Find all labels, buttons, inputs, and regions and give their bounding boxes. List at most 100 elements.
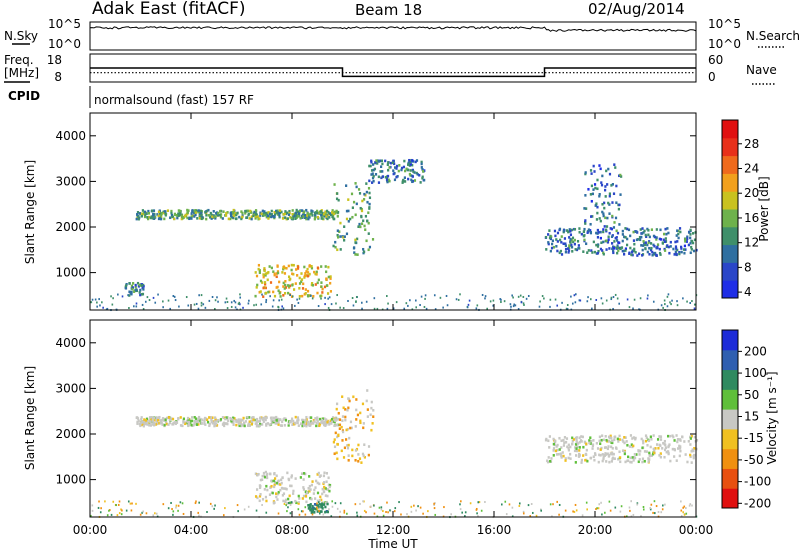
heatmap-cell — [573, 294, 576, 297]
heatmap-cell — [616, 246, 620, 250]
heatmap-cell — [656, 246, 659, 250]
heatmap-cell — [106, 307, 109, 310]
heatmap-cell — [162, 306, 164, 309]
heatmap-cell — [580, 435, 583, 438]
velocity-colorbar-tick-label: 50 — [744, 388, 759, 402]
heatmap-cell — [339, 248, 342, 251]
heatmap-cell — [370, 400, 373, 404]
heatmap-cell — [400, 168, 403, 172]
heatmap-cell — [325, 420, 328, 424]
heatmap-cell — [570, 238, 573, 242]
heatmap-cell — [571, 439, 574, 443]
heatmap-cell — [693, 303, 696, 306]
heatmap-cell — [560, 446, 563, 449]
heatmap-cell — [239, 418, 242, 422]
heatmap-cell — [602, 251, 605, 255]
power-colorbar-tick-label: 24 — [744, 162, 759, 176]
heatmap-cell — [591, 192, 595, 196]
heatmap-cell — [345, 209, 349, 213]
heatmap-cell — [161, 423, 164, 426]
heatmap-cell — [620, 175, 623, 178]
heatmap-cell — [270, 213, 273, 216]
heatmap-cell — [239, 303, 241, 306]
heatmap-cell — [290, 484, 293, 488]
heatmap-cell — [330, 420, 334, 423]
heatmap-cell — [411, 308, 414, 311]
heatmap-cell — [556, 443, 559, 447]
heatmap-cell — [318, 502, 321, 506]
heatmap-cell — [597, 507, 600, 510]
heatmap-cell — [246, 424, 250, 427]
heatmap-cell — [510, 305, 512, 308]
heatmap-cell — [621, 233, 624, 236]
heatmap-cell — [333, 424, 336, 428]
heatmap-cell — [284, 487, 287, 490]
heatmap-cell — [320, 297, 322, 300]
heatmap-cell — [349, 426, 352, 430]
heatmap-cell — [354, 213, 357, 217]
heatmap-cell — [154, 423, 157, 426]
heatmap-cell — [152, 296, 155, 299]
heatmap-cell — [408, 172, 411, 176]
heatmap-cell — [598, 503, 601, 506]
y-tick-label: 2000 — [55, 427, 86, 441]
heatmap-cell — [518, 502, 521, 505]
heatmap-cell — [359, 225, 362, 229]
heatmap-cell — [417, 505, 419, 508]
heatmap-cell — [556, 231, 560, 235]
heatmap-cell — [608, 460, 611, 464]
heatmap-cell — [193, 209, 196, 213]
heatmap-cell — [625, 243, 629, 247]
heatmap-cell — [362, 426, 365, 430]
freq-panel: Freq. [MHz] 18 8 60 0 Nave — [4, 53, 777, 85]
heatmap-cell — [607, 455, 610, 458]
y-tick-label: 4000 — [55, 336, 86, 350]
heatmap-cell — [151, 416, 154, 420]
heatmap-cell — [265, 299, 268, 302]
heatmap-cell — [626, 237, 629, 241]
heatmap-cell — [321, 211, 324, 215]
heatmap-cell — [311, 480, 314, 483]
heatmap-cell — [252, 418, 255, 422]
heatmap-cell — [610, 227, 613, 231]
heatmap-cell — [576, 445, 579, 448]
heatmap-cell — [566, 445, 569, 449]
heatmap-cell — [605, 225, 609, 228]
heatmap-cell — [258, 486, 262, 490]
heatmap-cell — [233, 417, 236, 420]
heatmap-cell — [632, 239, 636, 242]
heatmap-cell — [413, 179, 417, 182]
heatmap-cell — [631, 456, 634, 459]
heatmap-cell — [194, 502, 197, 505]
heatmap-cell — [94, 298, 97, 301]
heatmap-cell — [331, 505, 334, 508]
nave-tick-high: 60 — [708, 53, 723, 67]
heatmap-cell — [643, 241, 646, 245]
heatmap-cell — [316, 491, 320, 495]
heatmap-cell — [484, 297, 486, 300]
heatmap-cell — [310, 209, 313, 213]
heatmap-cell — [599, 167, 602, 171]
heatmap-cell — [612, 307, 614, 310]
heatmap-cell — [371, 422, 374, 425]
heatmap-cell — [370, 159, 373, 163]
heatmap-cell — [179, 212, 182, 215]
heatmap-cell — [318, 211, 321, 214]
heatmap-cell — [227, 419, 230, 423]
heatmap-cell — [564, 247, 568, 251]
heatmap-cell — [232, 423, 235, 426]
heatmap-cell — [304, 490, 307, 494]
heatmap-cell — [314, 497, 317, 500]
heatmap-cell — [214, 504, 216, 507]
heatmap-cell — [529, 515, 532, 518]
heatmap-cell — [565, 437, 569, 440]
heatmap-cell — [577, 455, 581, 458]
heatmap-cell — [366, 219, 369, 223]
heatmap-cell — [250, 217, 253, 221]
heatmap-cell — [263, 269, 266, 272]
heatmap-cell — [569, 229, 572, 233]
heatmap-cell — [405, 167, 408, 171]
heatmap-cell — [578, 446, 581, 449]
heatmap-cell — [284, 280, 287, 283]
